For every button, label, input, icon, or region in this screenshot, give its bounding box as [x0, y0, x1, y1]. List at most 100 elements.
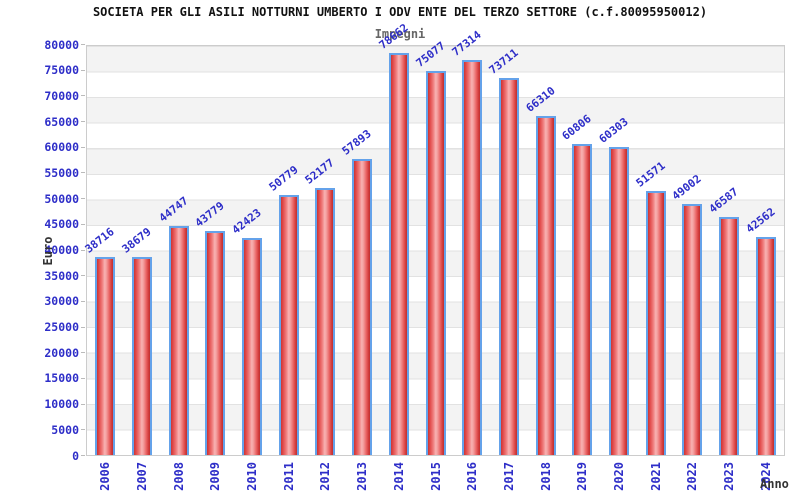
bar-value-label: 50779 [266, 163, 301, 195]
y-tickmark [81, 403, 85, 405]
bar-value-label: 51571 [633, 159, 668, 191]
x-tick-label: 2010 [245, 462, 260, 491]
y-tickmark [81, 429, 85, 431]
y-tick-label: 45000 [44, 217, 79, 232]
x-tick-label: 2021 [648, 462, 663, 491]
bar-slot-2020: 60303 2020 [597, 46, 638, 491]
x-tick-label: 2018 [538, 462, 553, 491]
bar-slot-2010: 42423 2010 [230, 46, 271, 491]
bar-slot-2016: 77314 2016 [450, 28, 491, 491]
bars: 38716 2006 38679 2007 44747 2008 43779 2009 4242… [83, 21, 784, 491]
bar-value-label: 42562 [743, 205, 778, 237]
bar-value-label: 75077 [413, 39, 448, 70]
bar-slot-2013: 57893 2013 [340, 46, 381, 491]
bar-2023: 46587 [707, 185, 741, 455]
bar-value-label: 60806 [559, 112, 594, 143]
y-tickmark [81, 300, 85, 302]
bar-slot-2015: 75077 2015 [413, 39, 454, 491]
bar-2013: 57893 [340, 127, 374, 455]
y-tickmark [81, 275, 85, 277]
y-tickmark [81, 44, 85, 45]
bar-slot-2021: 51571 2021 [633, 46, 674, 490]
bar-slot-2008: 44747 2008 [156, 46, 197, 491]
y-tickmark [81, 326, 85, 328]
y-tickmark [81, 377, 85, 379]
x-tick-label: 2006 [98, 462, 113, 491]
bar-slot-2019: 60806 2019 [560, 46, 601, 491]
y-axis: 0 5000 10000 15000 20000 25000 30000 35000 40000… [0, 39, 85, 461]
bar-2020: 60303 [597, 115, 631, 455]
x-tick-label: 2009 [208, 462, 223, 491]
bar-value-label: 60303 [596, 114, 631, 146]
bar-value-label: 66310 [523, 84, 558, 115]
bar-slot-2018: 66310 2018 [523, 46, 564, 491]
y-tick-label: 40000 [44, 242, 79, 257]
y-tickmark [81, 146, 85, 148]
x-tick-label: 2016 [465, 462, 480, 491]
bar-slot-2023: 46587 2023 [707, 46, 748, 491]
x-tick-label: 2012 [318, 462, 333, 491]
y-tick-label: 55000 [44, 165, 79, 180]
y-tickmark [81, 69, 85, 71]
bar-2006: 38716 [83, 225, 117, 455]
bar-2007: 38679 [120, 225, 154, 455]
y-tickmark [81, 249, 85, 251]
bar-2016: 77314 [450, 28, 484, 455]
y-tick-label: 70000 [44, 88, 79, 103]
x-tick-label: 2007 [135, 462, 150, 491]
y-tickmark [81, 455, 85, 456]
bar-slot-2024: 42562 2024 [743, 46, 784, 491]
bar-2014: 78662 [376, 21, 411, 455]
x-tick-label: 2020 [611, 462, 626, 491]
x-tick-label: 2023 [722, 462, 737, 491]
bar-value-label: 49002 [669, 172, 705, 204]
bar-2022: 49002 [670, 173, 704, 455]
bar-2009: 43779 [193, 199, 227, 455]
bar-slot-2009: 43779 2009 [193, 46, 234, 491]
bar-slot-2022: 49002 2022 [670, 46, 711, 491]
y-tick-label: 0 [72, 448, 79, 463]
y-tick-label: 80000 [44, 37, 79, 52]
y-tick-label: 20000 [44, 345, 79, 360]
x-tick-label: 2015 [428, 462, 443, 491]
bar-value-label: 52177 [303, 156, 338, 188]
bar-2021: 51571 [633, 159, 667, 455]
chart-title: SOCIETA PER GLI ASILI NOTTURNI UMBERTO I… [92, 5, 708, 19]
y-tick-label: 25000 [44, 319, 79, 334]
y-tick-label: 15000 [44, 371, 79, 386]
y-tick-label: 75000 [44, 62, 79, 77]
bar-2017: 73711 [487, 46, 521, 455]
bar-2012: 52177 [303, 156, 337, 455]
x-tick-label: 2014 [391, 462, 406, 491]
x-axis-title: Anno [760, 477, 789, 491]
y-tick-label: 30000 [44, 294, 79, 309]
bar-slot-2012: 52177 2012 [303, 46, 344, 491]
y-tick-label: 60000 [44, 140, 79, 154]
y-tick-label: 50000 [44, 191, 79, 206]
bar-slot-2011: 50779 2011 [266, 46, 307, 491]
y-tickmark [81, 95, 85, 97]
bar-value-label: 46587 [706, 184, 741, 216]
x-tick-label: 2013 [355, 462, 370, 491]
y-tick-label: 5000 [51, 422, 79, 437]
plot-area: 38716 2006 38679 2007 44747 2008 43779 2009 4242… [83, 21, 785, 491]
x-tick-label: 2017 [501, 462, 516, 491]
y-tickmark [81, 198, 85, 200]
bar-2019: 60806 [560, 112, 594, 455]
x-tick-label: 2008 [171, 462, 186, 491]
bar-slot-2017: 73711 2017 [487, 46, 528, 491]
x-tick-label: 2022 [685, 462, 700, 491]
chart-subtitle: Impegni [374, 27, 426, 41]
bar-2008: 44747 [156, 194, 190, 455]
bar-slot-2014: 78662 2014 [376, 21, 418, 491]
y-tick-label: 35000 [44, 268, 79, 283]
bar-2018: 66310 [523, 84, 557, 455]
y-tickmark [81, 172, 85, 174]
bar-value-label: 38679 [119, 225, 154, 257]
y-tickmark [81, 352, 85, 354]
bar-slot-2007: 38679 2007 [120, 46, 161, 490]
bar-value-label: 43779 [193, 199, 228, 230]
bar-2024: 42562 [743, 206, 777, 455]
x-tick-label: 2019 [575, 462, 590, 491]
